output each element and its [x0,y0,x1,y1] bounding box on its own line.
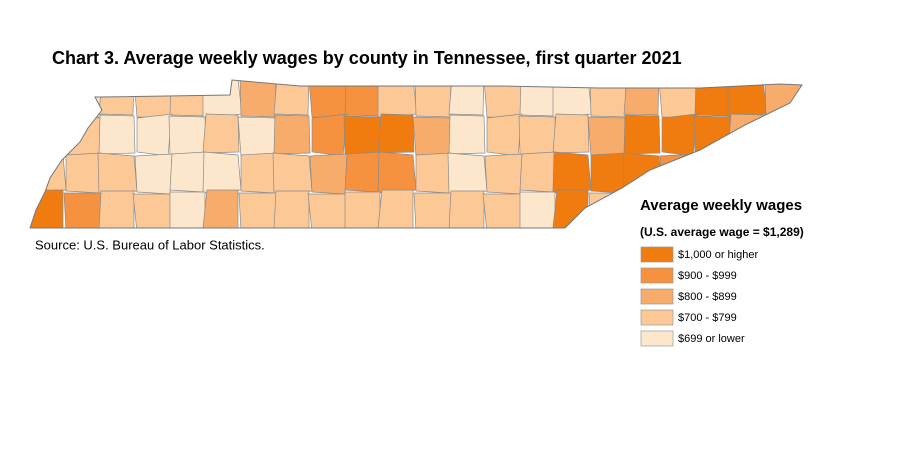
legend-swatch [640,288,674,305]
county [447,152,488,195]
county [797,152,802,195]
county [30,113,65,154]
county [552,113,590,154]
county [483,80,523,119]
county [377,113,415,154]
county [623,114,661,155]
county [448,190,485,228]
legend: $1,000 or higher $900 - $999 $800 - $899 $7… [640,246,758,347]
county [484,153,523,195]
county [589,80,627,118]
county [63,192,102,228]
county [344,80,381,117]
legend-label: $700 - $799 [678,312,737,324]
county [202,113,240,154]
county [798,80,802,116]
county [694,151,731,193]
county [798,114,802,155]
county [30,189,64,228]
county [343,115,382,156]
county [62,116,103,157]
county [273,80,310,116]
title: Chart 3. Average weekly wages by county … [52,48,682,68]
county [202,189,239,228]
legend-swatch [640,267,674,284]
county [308,80,348,119]
county [762,116,802,157]
county [590,152,627,194]
county [273,114,311,155]
county [658,80,698,119]
county [133,80,173,119]
legend-label: $699 or lower [678,333,745,345]
county [238,192,277,228]
county [169,80,206,117]
county [552,151,592,194]
county [30,80,68,119]
legend-swatch [640,246,674,263]
county [134,153,173,195]
legend-title: Average weekly wages [640,197,802,214]
county [98,114,136,155]
county [482,193,523,228]
legend-swatch [640,309,674,326]
county [202,80,243,119]
source: Source: U.S. Bureau of Labor Statistics. [35,237,265,252]
legend-label: $900 - $999 [678,270,737,282]
county [168,115,207,156]
county [486,113,523,157]
county [727,151,767,194]
county [587,116,628,157]
county [377,189,414,228]
county [307,193,348,228]
county [518,115,557,156]
county [377,151,417,194]
county [765,152,802,194]
county [413,192,452,228]
county [136,113,173,157]
county [169,191,206,228]
county [273,190,310,228]
county [659,153,698,195]
county [552,80,593,119]
county [240,152,277,194]
legend-label: $1,000 or higher [678,249,758,261]
county [311,113,348,157]
county [309,153,348,195]
county [169,151,206,193]
county [377,80,418,119]
legend-swatch [640,330,674,347]
county [98,80,135,116]
county [272,152,313,195]
legend-subtitle: (U.S. average wage = $1,289) [640,225,804,239]
county [98,190,135,228]
county [519,191,556,228]
legend-label: $800 - $899 [678,291,737,303]
state-outline [29,79,803,229]
county [412,116,453,157]
county [237,116,278,157]
county [519,80,556,117]
county [623,80,660,116]
county [97,152,138,195]
county [132,193,173,228]
county [202,151,242,194]
county [798,190,802,228]
county [622,152,663,195]
county [694,80,731,117]
county [65,152,102,194]
county [448,114,486,155]
county [448,80,485,116]
county [344,191,381,228]
county [519,151,556,193]
county [727,80,768,119]
county [727,113,765,154]
county [588,192,627,228]
county [661,113,698,157]
county [415,152,452,194]
county [344,151,381,193]
county [414,80,452,118]
